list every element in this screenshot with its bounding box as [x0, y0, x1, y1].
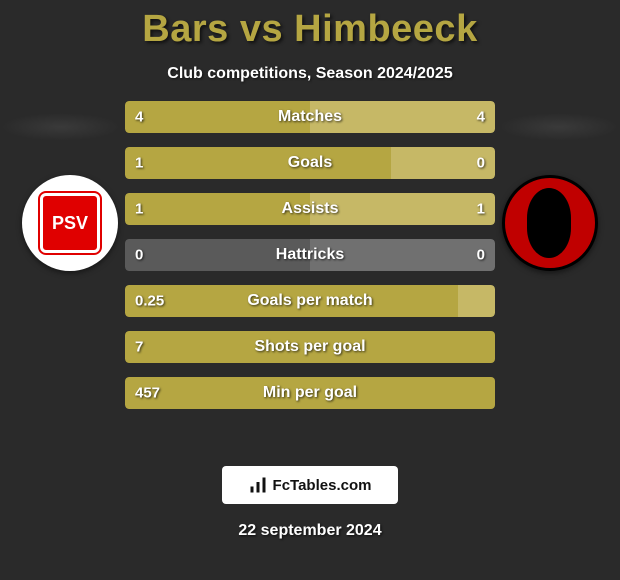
brand-box: FcTables.com — [222, 466, 398, 504]
comparison-content: PSV Matches 4 4 Goals 1 0 Assists 1 1 Hattricks 0 0… — [0, 101, 620, 580]
stat-bar-right — [458, 285, 495, 317]
stat-value-left: 1 — [135, 201, 143, 218]
stat-value-left: 7 — [135, 339, 143, 356]
stat-value-right: 0 — [477, 247, 485, 264]
subtitle: Club competitions, Season 2024/2025 — [167, 65, 452, 83]
stat-row-goals: Goals 1 0 — [125, 147, 495, 179]
stat-value-right: 4 — [477, 109, 485, 126]
brand-icon — [249, 476, 267, 494]
stat-row-shots-per-goal: Shots per goal 7 — [125, 331, 495, 363]
stat-value-right: 1 — [477, 201, 485, 218]
player-left-silhouette — [1, 113, 121, 141]
page-title: Bars vs Himbeeck — [142, 8, 477, 51]
stat-label: Min per goal — [263, 384, 357, 402]
stat-label: Shots per goal — [254, 338, 365, 356]
brand-text: FcTables.com — [273, 477, 372, 494]
date-text: 22 september 2024 — [238, 522, 381, 540]
stat-row-matches: Matches 4 4 — [125, 101, 495, 133]
stat-label: Matches — [278, 108, 342, 126]
stat-label: Goals — [288, 154, 332, 172]
stat-bar-left — [125, 147, 391, 179]
stat-value-left: 4 — [135, 109, 143, 126]
stat-value-left: 457 — [135, 385, 160, 402]
club-badge-left: PSV — [22, 175, 118, 271]
player-right-silhouette — [499, 113, 619, 141]
club-badge-right-inner — [527, 188, 571, 258]
stat-row-hattricks: Hattricks 0 0 — [125, 239, 495, 271]
stat-value-left: 1 — [135, 155, 143, 172]
stat-label: Assists — [282, 200, 339, 218]
stat-row-assists: Assists 1 1 — [125, 193, 495, 225]
stat-value-left: 0 — [135, 247, 143, 264]
stat-bars: Matches44Goals10Assists11Hattricks00Goal… — [125, 101, 495, 423]
club-badge-left-shield: PSV — [40, 193, 100, 253]
club-badge-right — [502, 175, 598, 271]
stat-value-left: 0.25 — [135, 293, 164, 310]
stat-label: Hattricks — [276, 246, 344, 264]
stat-row-goals-per-match: Goals per match 0.25 — [125, 285, 495, 317]
stat-row-min-per-goal: Min per goal 457 — [125, 377, 495, 409]
stat-value-right: 0 — [477, 155, 485, 172]
stat-label: Goals per match — [247, 292, 372, 310]
